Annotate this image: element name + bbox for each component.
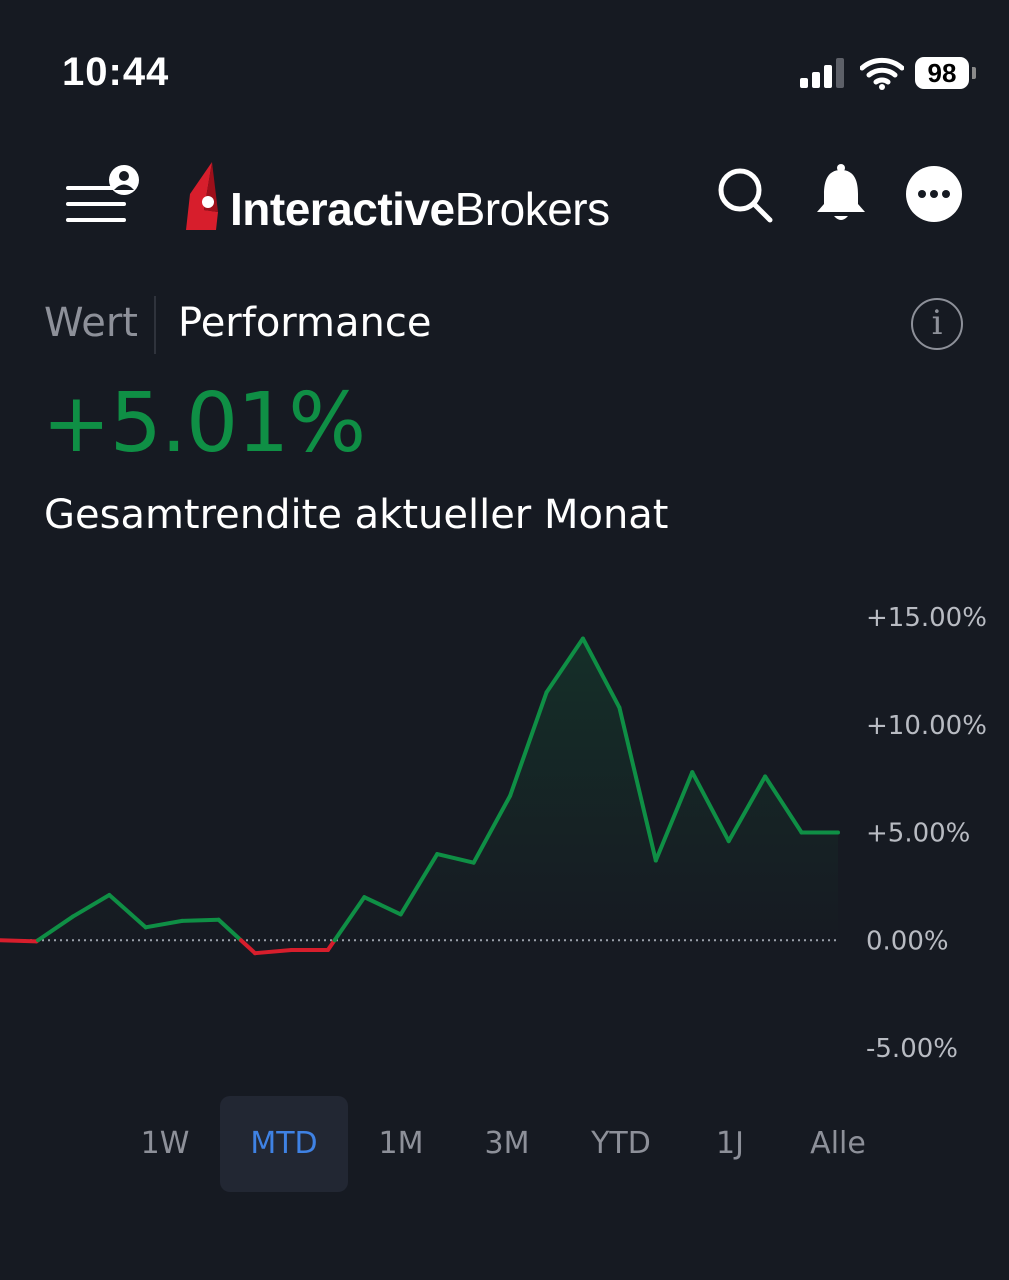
y-tick-label: -5.00% xyxy=(866,1034,958,1064)
performance-chart-svg: +15.00% +10.00% +5.00% 0.00% -5.00% xyxy=(0,603,987,1064)
chart-line-segment xyxy=(726,774,768,844)
chart-line-segment xyxy=(107,892,148,930)
view-tabs: Wert Performance xyxy=(44,296,944,356)
chart-line-segment xyxy=(253,947,294,956)
range-1w[interactable]: 1W xyxy=(140,1126,190,1161)
status-time: 10:44 xyxy=(62,50,170,94)
total-return-label: Gesamtrendite aktueller Monat xyxy=(44,492,669,538)
chart-line-segment xyxy=(690,770,731,844)
y-tick-label: +5.00% xyxy=(866,819,970,849)
tab-wert[interactable]: Wert xyxy=(44,300,138,346)
battery-tip xyxy=(972,67,976,79)
logo-mark-icon xyxy=(186,162,218,230)
range-alle[interactable]: Alle xyxy=(810,1126,866,1161)
battery-level: 98 xyxy=(915,57,969,89)
range-selector: 1W MTD 1M 3M YTD 1J Alle xyxy=(0,1096,1009,1192)
bell-icon[interactable] xyxy=(814,164,868,224)
tab-divider xyxy=(154,296,156,354)
tab-performance[interactable]: Performance xyxy=(178,300,432,346)
app-header: InteractiveBrokers xyxy=(0,150,1009,250)
chart-line-segment xyxy=(508,690,549,798)
chart-line-segment xyxy=(180,917,221,923)
y-tick-label: 0.00% xyxy=(866,926,949,956)
chart-line-segment xyxy=(36,914,75,943)
menu-profile-icon[interactable] xyxy=(66,164,144,234)
chart-line-segment xyxy=(544,636,585,695)
chart-line-segment xyxy=(143,918,185,930)
more-dot xyxy=(918,190,926,198)
wifi-icon xyxy=(860,57,904,90)
status-bar: 10:44 98 xyxy=(0,0,1009,140)
chart-line-segment xyxy=(398,852,440,917)
chart-line-segment xyxy=(435,852,476,865)
performance-chart[interactable]: +15.00% +10.00% +5.00% 0.00% -5.00% xyxy=(0,590,1009,1080)
logo-text-bold: Interactive xyxy=(230,183,455,235)
range-mtd[interactable]: MTD xyxy=(220,1096,348,1192)
y-tick-label: +15.00% xyxy=(866,603,987,633)
chart-line-segment xyxy=(362,895,403,917)
range-1j[interactable]: 1J xyxy=(716,1126,744,1161)
interactive-brokers-logo: InteractiveBrokers xyxy=(182,160,652,236)
more-dot xyxy=(942,190,950,198)
chart-line-segment xyxy=(653,770,695,863)
logo-text-regular: Brokers xyxy=(454,183,610,235)
battery-icon: 98 xyxy=(915,57,977,89)
chart-line-segment xyxy=(216,917,243,943)
range-3m[interactable]: 3M xyxy=(484,1126,530,1161)
signal-icon xyxy=(800,58,844,88)
chart-line-segment xyxy=(332,895,367,943)
total-return-value: +5.01% xyxy=(42,376,366,471)
range-ytd[interactable]: YTD xyxy=(591,1126,651,1161)
chart-line-segment xyxy=(70,892,112,919)
chart-line-segment xyxy=(471,793,513,865)
chart-line-segment xyxy=(763,774,804,835)
y-tick-label: +10.00% xyxy=(866,711,987,741)
logo-text: InteractiveBrokers xyxy=(230,186,610,232)
chart-line-segment xyxy=(0,938,39,944)
range-1m[interactable]: 1M xyxy=(378,1126,424,1161)
chart-line-segment xyxy=(617,705,658,863)
search-icon[interactable] xyxy=(716,166,774,224)
chart-area-fill xyxy=(0,638,838,941)
info-icon[interactable]: i xyxy=(911,298,963,350)
more-icon[interactable] xyxy=(906,166,962,222)
chart-line-segment xyxy=(238,938,258,956)
chart-line-segment xyxy=(580,636,622,710)
more-dot xyxy=(930,190,938,198)
